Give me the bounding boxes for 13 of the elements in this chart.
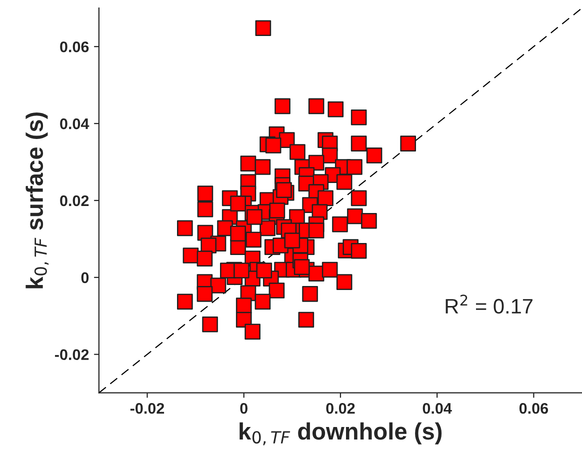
y-tick-label: -0.02 [54, 349, 89, 360]
annotation: R$^{2}$ = 0.17 [446, 294, 532, 314]
x-tick-label: -0.02 [130, 402, 164, 414]
x-tick-label: 0.02 [326, 402, 355, 414]
x-tick-label: 0 [240, 402, 248, 414]
y-tick-label: 0.06 [60, 41, 89, 52]
y-axis-title: k$_{0,TF}$ surface (s) [26, 112, 49, 288]
y-tick-label: 0 [81, 272, 89, 284]
x-tick-label: 0.04 [422, 402, 452, 414]
y-tick-label: 0.04 [60, 118, 90, 130]
x-tick-label: 0.06 [519, 402, 548, 414]
x-axis-title: k$_{0,TF}$ downhole (s) [240, 422, 442, 446]
y-tick-label: 0.02 [60, 195, 89, 206]
